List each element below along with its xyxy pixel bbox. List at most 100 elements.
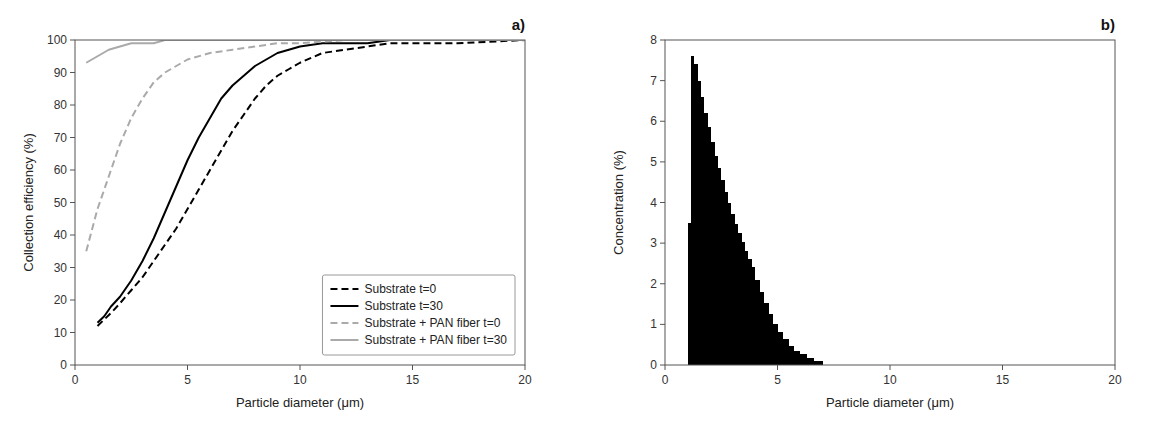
- axis-label: Concentration (%): [611, 150, 626, 255]
- tick-mark: [70, 105, 75, 106]
- figure: 051015200102030405060708090100Particle d…: [0, 0, 1149, 430]
- bar: [745, 251, 748, 365]
- legend-swatch: [330, 305, 358, 307]
- legend-label: Substrate + PAN fiber t=30: [364, 333, 507, 347]
- plot-frame: [75, 40, 525, 365]
- bar: [725, 192, 728, 365]
- bar: [794, 351, 800, 365]
- bar: [718, 168, 721, 365]
- legend-swatch: [330, 339, 358, 341]
- tick-label: 10: [54, 326, 68, 340]
- tick-mark: [70, 202, 75, 203]
- tick-label: 100: [47, 33, 67, 47]
- tick-mark: [75, 365, 76, 370]
- tick-mark: [660, 283, 665, 284]
- tick-label: 15: [406, 373, 420, 387]
- tick-mark: [70, 137, 75, 138]
- tick-mark: [70, 300, 75, 301]
- tick-mark: [412, 365, 413, 370]
- tick-mark: [70, 235, 75, 236]
- tick-label: 2: [650, 277, 657, 291]
- legend-label: Substrate t=0: [364, 282, 436, 296]
- tick-label: 40: [54, 228, 68, 242]
- panel-title: b): [1101, 16, 1115, 33]
- tick-mark: [300, 365, 301, 370]
- bar: [731, 214, 734, 365]
- bar: [752, 267, 755, 365]
- bar: [800, 354, 807, 365]
- tick-mark: [777, 365, 778, 370]
- legend-swatch: [330, 322, 358, 324]
- tick-label: 80: [54, 98, 68, 112]
- tick-mark: [70, 40, 75, 41]
- tick-mark: [660, 161, 665, 162]
- tick-mark: [70, 170, 75, 171]
- bar: [704, 113, 707, 365]
- bar: [764, 303, 769, 365]
- tick-mark: [70, 72, 75, 73]
- tick-mark: [890, 365, 891, 370]
- panel-title: a): [512, 16, 525, 33]
- tick-mark: [660, 365, 665, 366]
- bar: [807, 358, 814, 365]
- tick-mark: [525, 365, 526, 370]
- tick-label: 0: [662, 373, 669, 387]
- tick-label: 10: [293, 373, 307, 387]
- tick-label: 30: [54, 261, 68, 275]
- bar: [728, 203, 731, 365]
- tick-mark: [660, 40, 665, 41]
- legend-label: Substrate t=30: [364, 299, 443, 313]
- series-line: [86, 40, 525, 251]
- bar: [711, 142, 714, 365]
- tick-mark: [70, 332, 75, 333]
- bar: [783, 339, 789, 365]
- bar: [721, 180, 724, 365]
- tick-label: 0: [650, 358, 657, 372]
- tick-label: 5: [184, 373, 191, 387]
- tick-mark: [660, 80, 665, 81]
- bar: [760, 292, 765, 365]
- legend-label: Substrate + PAN fiber t=0: [364, 316, 500, 330]
- tick-label: 10: [883, 373, 897, 387]
- bar: [708, 127, 711, 365]
- tick-label: 20: [1108, 373, 1122, 387]
- legend-box: [322, 275, 515, 355]
- tick-label: 15: [996, 373, 1010, 387]
- tick-mark: [665, 365, 666, 370]
- bar: [735, 224, 738, 365]
- tick-label: 6: [650, 114, 657, 128]
- tick-label: 20: [518, 373, 532, 387]
- tick-label: 50: [54, 196, 68, 210]
- bar: [755, 280, 760, 365]
- tick-label: 70: [54, 131, 68, 145]
- bar: [694, 64, 697, 365]
- panel: 05101520012345678Particle diameter (μm)C…: [611, 16, 1122, 410]
- bar: [769, 314, 774, 365]
- bar: [738, 233, 741, 365]
- tick-mark: [1115, 365, 1116, 370]
- tick-mark: [70, 365, 75, 366]
- tick-label: 0: [72, 373, 79, 387]
- bar: [688, 223, 691, 365]
- legend: Substrate t=0 Substrate t=30 Substrate + P…: [322, 275, 515, 355]
- tick-label: 1: [650, 317, 657, 331]
- tick-label: 0: [60, 358, 67, 372]
- bar: [773, 324, 778, 365]
- axis-label: Particle diameter (μm): [826, 395, 954, 410]
- tick-mark: [187, 365, 188, 370]
- tick-label: 5: [774, 373, 781, 387]
- tick-mark: [70, 267, 75, 268]
- tick-mark: [660, 121, 665, 122]
- tick-label: 60: [54, 163, 68, 177]
- bar: [698, 81, 701, 365]
- tick-mark: [660, 243, 665, 244]
- tick-label: 5: [650, 155, 657, 169]
- bar: [814, 361, 823, 365]
- bar: [742, 242, 745, 365]
- tick-label: 3: [650, 236, 657, 250]
- tick-mark: [660, 324, 665, 325]
- tick-label: 8: [650, 33, 657, 47]
- axis-label: Particle diameter (μm): [236, 395, 364, 410]
- legend-swatch: [330, 288, 358, 290]
- tick-label: 4: [650, 196, 657, 210]
